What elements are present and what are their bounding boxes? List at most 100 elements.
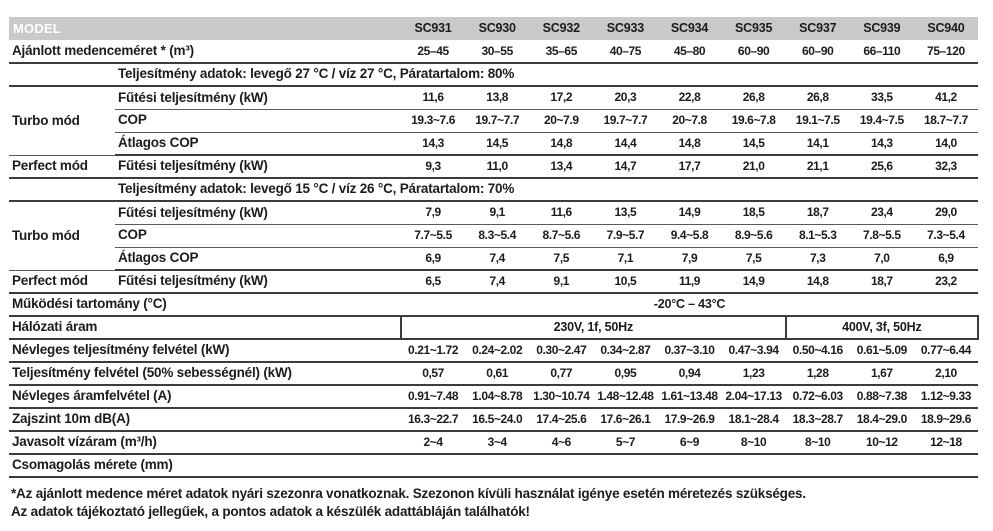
group-label-perfect: Perfect mód <box>9 270 115 294</box>
table-cell: 2,10 <box>913 362 978 386</box>
table-cell: 0.34~2.87 <box>593 339 658 363</box>
table-cell: 13,5 <box>593 201 658 225</box>
table-cell: 4~6 <box>529 431 594 455</box>
table-header-row: MODEL SC931 SC930 SC932 SC933 SC934 SC935 SC93… <box>9 17 978 40</box>
table-cell: 20~7.8 <box>657 109 722 133</box>
table-cell: 0.77~6.44 <box>913 339 978 363</box>
table-cell: 0.47~3.94 <box>721 339 786 363</box>
table-cell: 1.48~12.48 <box>593 385 658 409</box>
table-cell: 7.9~5.7 <box>593 224 658 248</box>
row-label-power-50: Teljesítmény felvétel (50% sebességnél) … <box>9 362 402 386</box>
row-label-avg-cop: Átlagos COP <box>115 132 402 156</box>
table-cell: 6,9 <box>401 247 466 271</box>
table-cell: 8~10 <box>721 431 786 455</box>
table-cell: 14,7 <box>593 155 658 179</box>
table-row: Névleges teljesítmény felvétel (kW) 0.21… <box>9 339 978 363</box>
table-cell: 1.04~8.78 <box>465 385 530 409</box>
table-row: Perfect mód Fűtési teljesítmény (kW) 9,3… <box>9 155 978 179</box>
table-cell: 26,8 <box>721 86 786 110</box>
table-cell: 6,9 <box>913 247 978 271</box>
table-cell: 9.4~5.8 <box>657 224 722 248</box>
table-cell: 66–110 <box>849 40 914 64</box>
table-cell: 19.7~7.7 <box>593 109 658 133</box>
table-cell: 14,9 <box>657 201 722 225</box>
table-cell: 14,9 <box>721 270 786 294</box>
table-cell: 1.30~10.74 <box>529 385 594 409</box>
table-cell: 11,0 <box>465 155 530 179</box>
table-cell: 1,28 <box>785 362 850 386</box>
table-cell: 21,0 <box>721 155 786 179</box>
table-cell: 12~18 <box>913 431 978 455</box>
row-label-cop: COP <box>115 224 402 248</box>
table-cell: 17,7 <box>657 155 722 179</box>
table-cell: 45–80 <box>657 40 722 64</box>
table-cell: 11,9 <box>657 270 722 294</box>
table-cell: 0.21~1.72 <box>401 339 466 363</box>
table-cell: 35–65 <box>529 40 594 64</box>
section-header-row: Teljesítmény adatok: levegő 27 °C / víz … <box>9 63 978 87</box>
section-header-row: Teljesítmény adatok: levegő 15 °C / víz … <box>9 178 978 202</box>
table-cell: 8.1~5.3 <box>785 224 850 248</box>
table-row: Ajánlott medenceméret * (m³) 25–45 30–55 3… <box>9 40 978 64</box>
table-cell: 25–45 <box>401 40 466 64</box>
mains-230v-cell: 230V, 1f, 50Hz <box>400 316 786 340</box>
table-cell: 3~4 <box>465 431 530 455</box>
table-cell: 0.30~2.47 <box>529 339 594 363</box>
table-cell: 14,3 <box>401 132 466 156</box>
table-cell: 14,1 <box>785 132 850 156</box>
table-cell: 19.3~7.6 <box>401 109 466 133</box>
table-cell: 8.9~5.6 <box>721 224 786 248</box>
table-cell: 41,2 <box>913 86 978 110</box>
table-cell: 14,8 <box>529 132 594 156</box>
table-row: Perfect mód Fűtési teljesítmény (kW) 6,5… <box>9 270 978 294</box>
operating-range-value: -20°C – 43°C <box>401 293 978 317</box>
table-cell: 18,7 <box>785 201 850 225</box>
table-cell: 0.61~5.09 <box>849 339 914 363</box>
footnote-line: *Az ajánlott medence méret adatok nyári … <box>11 486 806 501</box>
table-row: Javasolt vízáram (m³/h) 2~4 3~4 4~6 5~7 6~9 8… <box>9 431 978 455</box>
spec-table: MODEL SC931 SC930 SC932 SC933 SC934 SC935 SC93… <box>9 17 980 478</box>
row-label-heating: Fűtési teljesítmény (kW) <box>115 155 402 179</box>
table-cell: 17.6~26.1 <box>593 408 658 432</box>
table-cell: 23,4 <box>849 201 914 225</box>
table-cell: 1.61~13.48 <box>657 385 722 409</box>
table-cell: 16.5~24.0 <box>465 408 530 432</box>
table-cell: 0,61 <box>465 362 530 386</box>
table-row: COP 19.3~7.6 19.7~7.7 20~7.9 19.7~7.7 20~7.8… <box>9 109 978 133</box>
table-cell: 0.72~6.03 <box>785 385 850 409</box>
table-cell: 18.4~29.0 <box>849 408 914 432</box>
table-cell: 14,4 <box>593 132 658 156</box>
table-cell: 1,67 <box>849 362 914 386</box>
table-cell: 6,5 <box>401 270 466 294</box>
table-cell: 11,6 <box>401 86 466 110</box>
table-row: Működési tartomány (°C) -20°C – 43°C <box>9 293 978 317</box>
table-cell: 10,5 <box>593 270 658 294</box>
table-cell: 40–75 <box>593 40 658 64</box>
row-label-avg-cop: Átlagos COP <box>115 247 402 271</box>
table-cell: 10~12 <box>849 431 914 455</box>
table-cell: 1.12~9.33 <box>913 385 978 409</box>
table-cell: SC932 <box>529 17 594 40</box>
table-cell: 7,4 <box>465 270 530 294</box>
table-row: Csomagolás mérete (mm) <box>9 454 978 478</box>
table-cell: 0,95 <box>593 362 658 386</box>
table-cell: 22,8 <box>657 86 722 110</box>
table-cell: 21,1 <box>785 155 850 179</box>
table-cell: SC939 <box>849 17 914 40</box>
table-cell: 14,5 <box>465 132 530 156</box>
table-cell: 60–90 <box>721 40 786 64</box>
table-cell: 33,5 <box>849 86 914 110</box>
table-cell: 7,0 <box>849 247 914 271</box>
table-cell: 23,2 <box>913 270 978 294</box>
table-cell: 7.8~5.5 <box>849 224 914 248</box>
table-cell: SC934 <box>657 17 722 40</box>
model-column-header: MODEL <box>9 17 402 40</box>
table-cell: 18.1~28.4 <box>721 408 786 432</box>
table-cell: 26,8 <box>785 86 850 110</box>
table-cell: 6~9 <box>657 431 722 455</box>
table-cell: SC940 <box>913 17 978 40</box>
table-cell: 75–120 <box>913 40 978 64</box>
table-cell: SC930 <box>465 17 530 40</box>
table-cell: 14,3 <box>849 132 914 156</box>
table-cell: 13,4 <box>529 155 594 179</box>
